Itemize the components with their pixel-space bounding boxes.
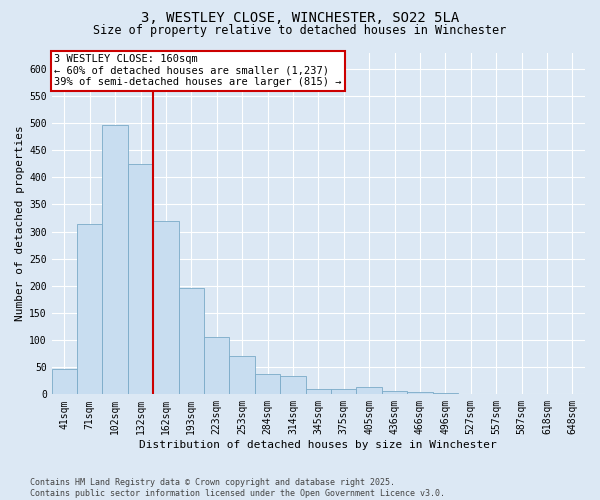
Text: 3 WESTLEY CLOSE: 160sqm
← 60% of detached houses are smaller (1,237)
39% of semi: 3 WESTLEY CLOSE: 160sqm ← 60% of detache…	[55, 54, 342, 88]
Bar	[356, 388, 382, 394]
Bar	[255, 374, 280, 394]
Bar	[52, 369, 77, 394]
Bar	[407, 392, 433, 394]
Bar	[331, 389, 356, 394]
Bar	[128, 164, 153, 394]
Bar	[153, 220, 179, 394]
Bar	[204, 338, 229, 394]
Bar	[433, 392, 458, 394]
Y-axis label: Number of detached properties: Number of detached properties	[15, 126, 25, 322]
Bar	[103, 125, 128, 394]
Bar	[305, 389, 331, 394]
X-axis label: Distribution of detached houses by size in Winchester: Distribution of detached houses by size …	[139, 440, 497, 450]
Bar	[77, 224, 103, 394]
Text: 3, WESTLEY CLOSE, WINCHESTER, SO22 5LA: 3, WESTLEY CLOSE, WINCHESTER, SO22 5LA	[141, 11, 459, 25]
Bar	[280, 376, 305, 394]
Bar	[179, 288, 204, 395]
Text: Size of property relative to detached houses in Winchester: Size of property relative to detached ho…	[94, 24, 506, 37]
Text: Contains HM Land Registry data © Crown copyright and database right 2025.
Contai: Contains HM Land Registry data © Crown c…	[30, 478, 445, 498]
Bar	[382, 390, 407, 394]
Bar	[229, 356, 255, 395]
